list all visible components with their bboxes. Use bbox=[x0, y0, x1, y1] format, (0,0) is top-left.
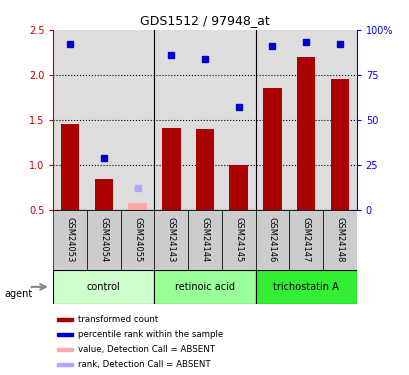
Text: GSM24055: GSM24055 bbox=[133, 217, 142, 262]
Bar bbox=[289, 210, 322, 270]
Text: trichostatin A: trichostatin A bbox=[272, 282, 338, 292]
Bar bbox=[57, 363, 73, 366]
Bar bbox=[229, 165, 247, 210]
Bar bbox=[195, 129, 214, 210]
Text: GSM24147: GSM24147 bbox=[301, 217, 310, 262]
Bar bbox=[162, 128, 180, 210]
Bar bbox=[296, 57, 315, 210]
Bar bbox=[53, 270, 154, 304]
Bar bbox=[322, 210, 356, 270]
Bar bbox=[263, 88, 281, 210]
Bar bbox=[57, 333, 73, 336]
Text: agent: agent bbox=[4, 290, 32, 299]
Bar bbox=[87, 210, 120, 270]
Text: transformed count: transformed count bbox=[78, 315, 158, 324]
Text: value, Detection Call = ABSENT: value, Detection Call = ABSENT bbox=[78, 345, 215, 354]
Bar bbox=[154, 210, 188, 270]
Text: retinoic acid: retinoic acid bbox=[175, 282, 234, 292]
Bar bbox=[154, 270, 255, 304]
Bar bbox=[221, 210, 255, 270]
Text: GSM24054: GSM24054 bbox=[99, 217, 108, 262]
Bar bbox=[57, 348, 73, 351]
Bar bbox=[128, 203, 146, 210]
Text: percentile rank within the sample: percentile rank within the sample bbox=[78, 330, 223, 339]
Text: GSM24053: GSM24053 bbox=[65, 217, 74, 262]
Text: GSM24144: GSM24144 bbox=[200, 217, 209, 262]
Bar bbox=[53, 210, 87, 270]
Bar bbox=[57, 318, 73, 321]
Bar bbox=[94, 178, 113, 210]
Bar bbox=[255, 270, 356, 304]
Bar bbox=[255, 210, 289, 270]
Bar bbox=[188, 210, 221, 270]
Text: GSM24145: GSM24145 bbox=[234, 217, 243, 262]
Text: rank, Detection Call = ABSENT: rank, Detection Call = ABSENT bbox=[78, 360, 210, 369]
Text: control: control bbox=[87, 282, 120, 292]
Text: GSM24143: GSM24143 bbox=[166, 217, 175, 262]
Text: GSM24148: GSM24148 bbox=[335, 217, 344, 262]
Bar bbox=[120, 210, 154, 270]
Bar bbox=[330, 79, 348, 210]
Bar bbox=[61, 124, 79, 210]
Title: GDS1512 / 97948_at: GDS1512 / 97948_at bbox=[140, 15, 269, 27]
Text: GSM24146: GSM24146 bbox=[267, 217, 276, 262]
